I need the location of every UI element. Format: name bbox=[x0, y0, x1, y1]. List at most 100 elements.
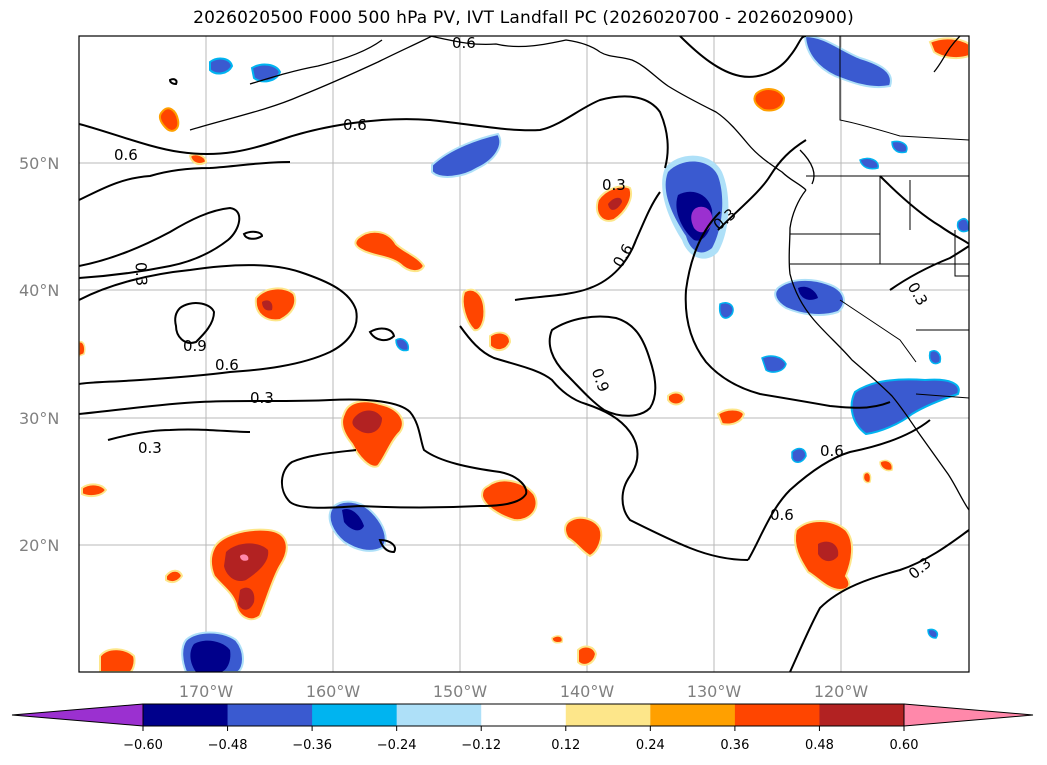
anomaly-n-small-4 bbox=[859, 157, 879, 170]
colorbar-tick-label: −0.36 bbox=[292, 738, 332, 753]
lon-label-130w: 130°W bbox=[687, 682, 742, 701]
anomaly-p-17 bbox=[716, 408, 746, 426]
lon-label-140w: 140°W bbox=[560, 682, 615, 701]
colorbar-tick-label: 0.60 bbox=[890, 738, 919, 753]
contour-loop-1 bbox=[242, 230, 264, 240]
contour-0.3-east bbox=[717, 139, 807, 231]
anomaly-pacnw-negative bbox=[662, 155, 729, 259]
latitude-labels: 50°N 40°N 30°N 20°N bbox=[19, 154, 59, 555]
anomaly-n-blob-1 bbox=[431, 132, 502, 178]
contour-label-4: 0.9 bbox=[183, 337, 207, 355]
colorbar-segment bbox=[565, 704, 651, 726]
anomaly-n-small-6 bbox=[928, 350, 942, 365]
anomaly-p-6 bbox=[461, 288, 486, 332]
contour-0.3-se bbox=[789, 529, 969, 672]
anomaly-p-15 bbox=[99, 648, 136, 672]
contour-label-2: 0.6 bbox=[343, 116, 367, 134]
contour-label-6: 0.3 bbox=[250, 389, 274, 407]
anomaly-n-blob-2 bbox=[803, 36, 892, 88]
colorbar-segment bbox=[227, 704, 313, 726]
contour-0.3-east-arc bbox=[889, 245, 969, 291]
coastlines bbox=[189, 36, 969, 511]
anomaly-p-16 bbox=[577, 645, 598, 666]
anomaly-n-small-1 bbox=[761, 355, 787, 373]
contour-loop-3 bbox=[168, 78, 178, 86]
contour-0.9-west bbox=[174, 302, 216, 344]
anomaly-p-13 bbox=[81, 483, 108, 498]
lon-label-160w: 160°W bbox=[306, 682, 361, 701]
contour-label-13: 0.6 bbox=[770, 506, 794, 524]
colorbar-tick-label: −0.12 bbox=[461, 738, 501, 753]
longitude-labels: 170°W 160°W 150°W 140°W 130°W 120°W bbox=[179, 682, 869, 701]
colorbar-segment bbox=[650, 704, 736, 726]
anomaly-p-5 bbox=[254, 287, 297, 322]
contour-labels: 0.6 0.6 0.3 0.9 0.6 0.3 0.3 0.6 0.3 0.9 … bbox=[114, 34, 935, 583]
contour-label-16: 0.6 bbox=[452, 34, 476, 52]
colorbar-tick-label: 0.24 bbox=[636, 738, 665, 753]
lat-label-50: 50°N bbox=[19, 154, 59, 173]
pv-contours bbox=[79, 36, 969, 672]
anomaly-p-12 bbox=[794, 520, 853, 592]
anomaly-n-small-8 bbox=[956, 217, 969, 233]
contour-label-3: 0.3 bbox=[132, 262, 151, 286]
colorbar-tick-label: −0.60 bbox=[123, 738, 163, 753]
anomaly-p-4 bbox=[354, 230, 426, 272]
contour-0.6-central bbox=[459, 325, 749, 561]
anomaly-p-1 bbox=[158, 107, 180, 132]
anomaly-p-2 bbox=[753, 88, 786, 112]
lat-label-30: 30°N bbox=[19, 409, 59, 428]
anomaly-p-20 bbox=[551, 635, 564, 644]
lon-label-120w: 120°W bbox=[814, 682, 869, 701]
contour-0.3-north bbox=[79, 161, 291, 201]
colorbar-tick-label: −0.48 bbox=[208, 738, 248, 753]
contour-0.3-central bbox=[514, 191, 661, 301]
contour-loop-2 bbox=[368, 327, 396, 342]
contour-0.6-east bbox=[684, 211, 891, 409]
anomaly-n-blob-3 bbox=[209, 57, 234, 75]
colorbar-tick-label: 0.12 bbox=[551, 738, 580, 753]
contour-0.9-central bbox=[548, 315, 657, 417]
contour-0.3-south bbox=[79, 398, 528, 509]
colorbar-segment bbox=[481, 704, 567, 726]
anomaly-socal bbox=[850, 378, 960, 436]
anomaly-n-small-5 bbox=[718, 302, 734, 319]
colorbar-tick-label: −0.24 bbox=[377, 738, 417, 753]
colorbar-segment bbox=[734, 704, 820, 726]
contour-label-7: 0.3 bbox=[138, 439, 162, 457]
anomaly-p-14 bbox=[165, 569, 184, 584]
anomaly-p-10 bbox=[210, 528, 288, 621]
colorbar-segment bbox=[819, 704, 905, 726]
map-frame bbox=[78, 35, 970, 673]
anomaly-p-8 bbox=[341, 400, 404, 468]
map-title: 2026020500 F000 500 hPa PV, IVT Landfall… bbox=[193, 8, 854, 28]
contour-0.3-far-east bbox=[879, 175, 969, 245]
contour-0.6-se bbox=[747, 419, 931, 561]
contour-label-1: 0.6 bbox=[114, 146, 138, 164]
contour-0.3-band bbox=[79, 264, 358, 385]
anomaly-n-small-9 bbox=[927, 628, 939, 639]
positive-anomalies bbox=[79, 37, 969, 672]
contour-0.3-west bbox=[107, 428, 251, 441]
anomaly-hawaii-negative bbox=[328, 500, 387, 552]
colorbar: −0.60 −0.48 −0.36 −0.24 −0.12 0.12 0.24 0.36 0.4… bbox=[11, 703, 1034, 753]
negative-anomalies bbox=[181, 36, 969, 672]
anomaly-p-18 bbox=[667, 391, 686, 406]
lon-label-150w: 150°W bbox=[433, 682, 488, 701]
anomaly-n-small-7 bbox=[395, 338, 410, 352]
lat-label-40: 40°N bbox=[19, 281, 59, 300]
anomaly-p-21 bbox=[879, 459, 894, 472]
anomaly-n-small-3 bbox=[891, 140, 908, 154]
contour-label-9: 0.3 bbox=[602, 176, 626, 194]
contour-label-5: 0.6 bbox=[215, 356, 239, 374]
anomaly-p-3 bbox=[596, 185, 632, 222]
lat-label-20: 20°N bbox=[19, 536, 59, 555]
contour-0.6-north bbox=[79, 95, 669, 169]
anomaly-p-7 bbox=[489, 331, 512, 352]
anomaly-p-11 bbox=[564, 516, 603, 558]
political-borders bbox=[790, 36, 969, 399]
contour-0.6-north-ak bbox=[679, 36, 807, 78]
contour-label-12: 0.6 bbox=[820, 442, 844, 460]
anomaly-calif-central bbox=[774, 278, 845, 316]
colorbar-segment bbox=[143, 704, 229, 726]
